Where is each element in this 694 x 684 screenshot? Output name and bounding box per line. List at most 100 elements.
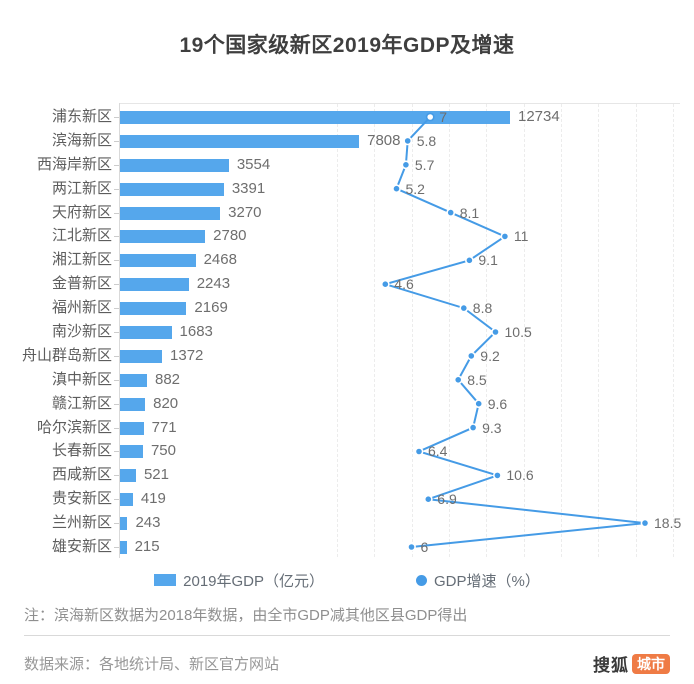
- gdp-value-label: 3391: [231, 179, 266, 197]
- axis-tick: [114, 355, 119, 357]
- axis-tick: [114, 403, 119, 405]
- axis-tick: [114, 117, 119, 118]
- gdp-bar: [120, 469, 136, 483]
- divider: [24, 635, 670, 636]
- growth-point: [380, 279, 390, 289]
- dot-swatch-icon: [416, 574, 428, 586]
- category-label: 南沙新区: [51, 323, 112, 340]
- axis-tick: [114, 188, 119, 190]
- growth-point: [640, 518, 650, 528]
- growth-point: [474, 399, 484, 409]
- growth-point: [392, 184, 401, 194]
- axis-tick: [114, 260, 119, 262]
- axis-tick: [114, 523, 119, 525]
- category-axis-line: [119, 103, 120, 558]
- growth-value-label: 8.5: [467, 371, 487, 388]
- category-label: 兰州新区: [51, 514, 112, 532]
- gdp-bar: [120, 493, 133, 507]
- growth-value-label: 8.8: [472, 300, 493, 317]
- vertical-gridline: [673, 104, 674, 557]
- growth-value-label: 5.7: [414, 156, 435, 173]
- axis-tick: [114, 236, 119, 238]
- growth-value-label: 9.1: [478, 252, 498, 269]
- vertical-gridline: [635, 104, 637, 557]
- gdp-bar: [120, 111, 510, 124]
- gdp-bar: [120, 158, 229, 172]
- gdp-value-label: 2468: [203, 251, 237, 269]
- axis-tick: [114, 164, 119, 166]
- growth-point: [466, 351, 476, 361]
- vertical-gridline: [336, 104, 338, 557]
- growth-point: [401, 160, 411, 170]
- growth-value-label: 18.5: [654, 515, 682, 532]
- axis-tick: [114, 475, 119, 477]
- gdp-bar: [120, 517, 128, 531]
- gdp-value-label: 12734: [518, 108, 560, 125]
- gdp-value-label: 1683: [179, 323, 213, 340]
- category-label: 浦东新区: [51, 108, 112, 125]
- gdp-bar: [120, 230, 206, 244]
- category-label: 贵安新区: [51, 490, 112, 508]
- category-label: 两江新区: [51, 179, 112, 197]
- gdp-value-label: 2169: [194, 299, 228, 317]
- gdp-value-label: 2243: [196, 275, 231, 293]
- growth-value-label: 6.9: [437, 491, 457, 508]
- growth-point: [464, 255, 474, 265]
- axis-tick: [114, 140, 119, 142]
- growth-value-label: 8.1: [459, 204, 480, 221]
- footer: 数据来源：各地统计局、新区官方网站 搜狐 城市: [24, 651, 670, 676]
- plot-top-border: [119, 103, 680, 104]
- growth-point: [492, 470, 502, 480]
- vertical-gridline: [560, 104, 562, 557]
- category-label: 湘江新区: [51, 251, 112, 269]
- growth-point: [468, 423, 478, 432]
- gdp-bar: [120, 445, 143, 459]
- gdp-value-label: 750: [150, 442, 176, 460]
- axis-tick: [114, 212, 119, 214]
- category-label: 长春新区: [51, 442, 112, 460]
- legend-item-gdp: 2019年GDP（亿元）: [154, 570, 324, 591]
- axis-tick: [114, 499, 119, 501]
- gdp-value-label: 3554: [236, 155, 271, 173]
- gdp-bar: [120, 349, 162, 363]
- legend-label-gdp: 2019年GDP（亿元）: [183, 572, 325, 590]
- gdp-bar: [120, 421, 144, 435]
- gdp-value-label: 2780: [213, 227, 247, 245]
- growth-value-label: 9.2: [480, 347, 500, 364]
- gdp-bar: [120, 206, 221, 220]
- gdp-value-label: 771: [151, 418, 177, 436]
- gdp-bar: [120, 302, 187, 316]
- vertical-gridline: [448, 104, 450, 557]
- growth-point: [491, 327, 500, 337]
- bar-line-chart: 浦东新区 12734 滨海新区 7808 西海岸新区 3554 两江新区 3391 天府新区 32…: [0, 95, 694, 565]
- note-text: 注：滨海新区数据为2018年数据，由全市GDP减其他区县GDP得出: [24, 607, 468, 624]
- gdp-bar: [120, 278, 189, 292]
- growth-value-label: 5.8: [416, 132, 437, 149]
- growth-value-label: 11: [513, 228, 529, 245]
- vertical-gridline: [598, 104, 600, 557]
- gdp-value-label: 215: [134, 538, 160, 556]
- legend-label-growth: GDP增速（%）: [434, 572, 540, 590]
- category-label: 天府新区: [51, 203, 112, 221]
- vertical-gridline: [486, 104, 488, 557]
- axis-tick: [114, 451, 119, 453]
- gdp-bar: [120, 397, 146, 411]
- gdp-bar: [120, 134, 360, 148]
- gdp-value-label: 3270: [228, 203, 262, 221]
- category-label: 滨海新区: [51, 131, 112, 149]
- growth-point: [423, 494, 433, 504]
- growth-point: [414, 447, 424, 456]
- category-label: 福州新区: [51, 299, 112, 317]
- gdp-bar: [120, 326, 172, 339]
- gdp-bar: [120, 373, 147, 387]
- category-label: 舟山群岛新区: [21, 346, 112, 364]
- growth-value-label: 10.6: [506, 467, 534, 484]
- category-label: 滇中新区: [51, 370, 112, 388]
- gdp-value-label: 1372: [170, 346, 204, 364]
- category-label: 雄安新区: [51, 538, 112, 556]
- gdp-value-label: 243: [135, 514, 161, 532]
- growth-value-label: 7: [439, 109, 447, 125]
- gdp-bar: [120, 182, 224, 196]
- legend: 2019年GDP（亿元） GDP增速（%）: [0, 570, 694, 590]
